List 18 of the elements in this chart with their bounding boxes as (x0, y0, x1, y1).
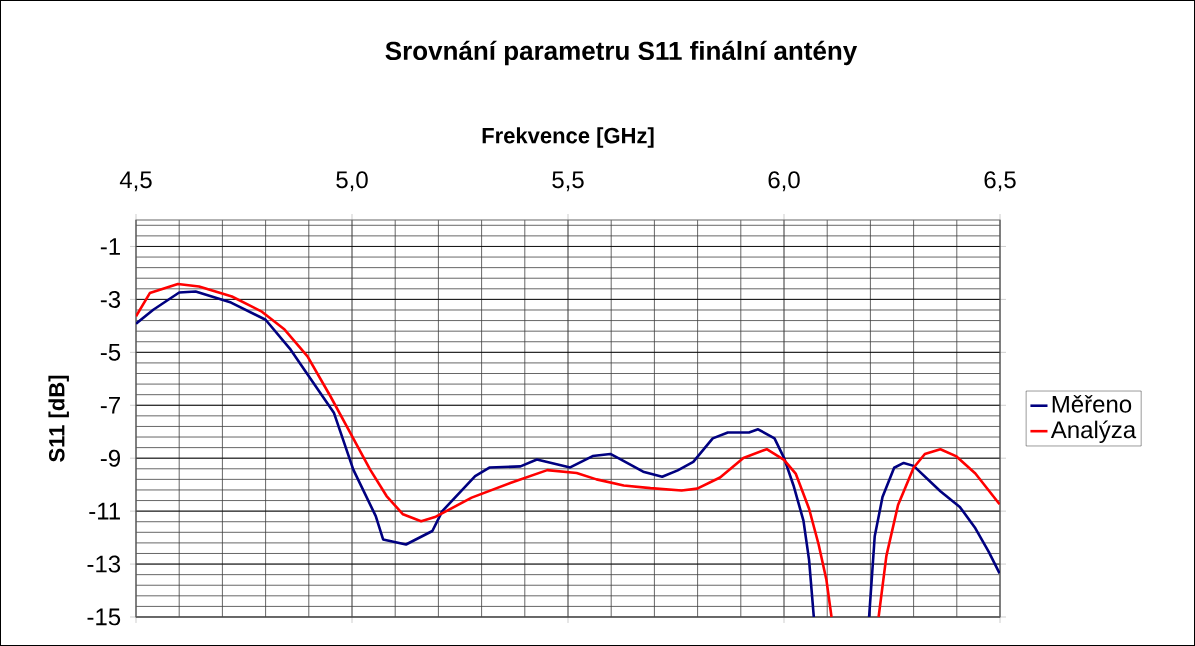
legend-label: Analýza (1050, 420, 1137, 444)
y-tick-label: -9 (100, 449, 120, 467)
x-tick-label: 5,0 (336, 171, 368, 192)
x-tick-label: 6,0 (768, 171, 800, 192)
y-tick-label: -5 (100, 343, 121, 361)
x-tick-label: 5,5 (552, 171, 584, 192)
y-tick-label: -1 (100, 238, 120, 255)
y-tick-label: -3 (100, 290, 121, 308)
y-tick-label: -11 (89, 502, 120, 520)
x-axis-title: Frekvence [GHz] (482, 127, 654, 148)
y-axis-title: S11 [dB] (48, 375, 69, 462)
x-tick-label: 6,5 (984, 171, 1016, 192)
y-tick-label: -15 (87, 608, 121, 626)
y-tick-label: -13 (87, 555, 121, 573)
chart-title: Srovnání parametru S11 finální antény (385, 40, 858, 66)
legend-label: Měřeno (1052, 395, 1132, 413)
x-tick-label: 4,5 (119, 171, 152, 192)
y-tick-label: -7 (100, 397, 120, 414)
